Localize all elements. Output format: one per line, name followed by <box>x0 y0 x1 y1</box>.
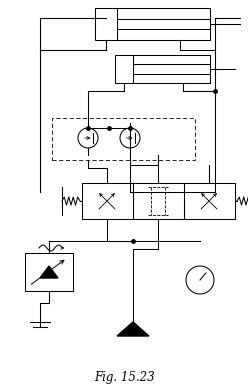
Bar <box>115 55 210 83</box>
Bar <box>25 253 73 291</box>
Bar <box>133 183 184 219</box>
Text: Fig. 15.23: Fig. 15.23 <box>94 371 154 385</box>
Polygon shape <box>117 322 149 336</box>
Bar <box>52 118 195 160</box>
Bar <box>95 8 210 40</box>
Bar <box>82 183 133 219</box>
Polygon shape <box>40 266 58 278</box>
Bar <box>184 183 235 219</box>
